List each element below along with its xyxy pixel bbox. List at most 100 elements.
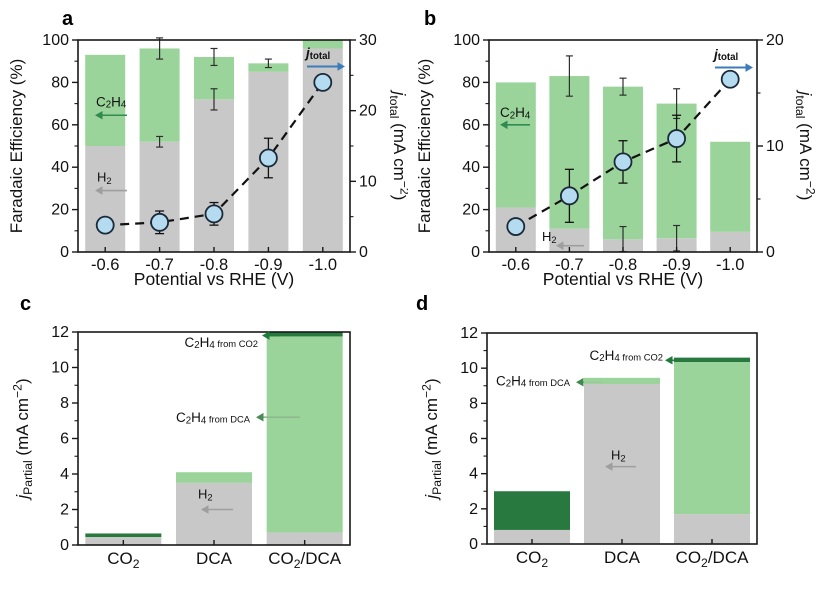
annotations: C2H4 H2 jtotal — [95, 45, 345, 195]
panel-d: d 0 2 4 6 8 10 12 jPartial (mA cm−2) CO2 DCA CO2/D… — [408, 290, 816, 597]
y-tick-label: 20 — [462, 201, 480, 218]
bar-segment — [266, 332, 343, 337]
bar-segment — [266, 336, 343, 533]
x-tick-label: DCA — [196, 549, 233, 568]
y-tick-label: 2 — [469, 500, 478, 517]
arrowhead-icon — [262, 331, 270, 340]
annotation-arrow — [95, 186, 127, 195]
panel-a-chart: 0 20 40 60 80 100 Faradaic Efficiency (%) 0 10 20… — [7, 32, 408, 290]
y-tick-label: 6 — [60, 430, 69, 447]
bar-segment — [302, 40, 343, 49]
y-axis-title-right: jtotal (mA cm−2) — [387, 90, 408, 201]
y-tick-label: 80 — [51, 74, 69, 91]
bar-segment — [139, 48, 180, 142]
arrowhead-icon — [95, 186, 103, 195]
jtotal-series — [506, 69, 740, 236]
bar-segment — [85, 146, 126, 252]
panel-letter-c: c — [20, 293, 32, 315]
x-tick-label: -0.6 — [91, 256, 119, 274]
panel-d-chart: 0 2 4 6 8 10 12 jPartial (mA cm−2) CO2 DCA CO2/DCA… — [420, 325, 758, 570]
jtotal-marker — [667, 129, 687, 148]
x-tick-label: -1.0 — [716, 256, 744, 274]
arrowhead-icon — [576, 377, 584, 387]
y-tick-label: 100 — [42, 32, 69, 49]
panel-b-chart: 0 20 40 60 80 100 Faradaic Efficiency (%) 0 10 20… — [415, 32, 816, 290]
jtotal-marker — [204, 204, 224, 224]
jtotal-marker — [613, 152, 633, 172]
annotation-text: C2H4 — [96, 94, 127, 110]
annotation-arrow — [95, 110, 127, 120]
annotation-text: H2 — [198, 486, 213, 502]
y-tick-label: 0 — [60, 537, 69, 554]
x-tick-label: -0.7 — [145, 256, 173, 274]
arrowhead-icon — [605, 462, 613, 471]
x-tick-label: CO2 — [516, 548, 549, 570]
x-tick-label: -0.8 — [200, 256, 228, 274]
annotation-arrow — [256, 412, 300, 422]
annotation-arrow — [307, 62, 345, 71]
bar-segment — [194, 99, 234, 252]
y-tick-label: 4 — [60, 466, 69, 483]
annotation-text: H2 — [97, 169, 112, 185]
y-tick-label: 20 — [359, 102, 377, 119]
y-tick-label: 0 — [60, 244, 69, 261]
bars — [85, 332, 343, 545]
arrowhead-icon — [500, 120, 508, 130]
y-tick-label: 8 — [60, 395, 69, 412]
y-tick-label: 12 — [51, 324, 69, 341]
y-tick-label: 6 — [469, 430, 478, 447]
bar-segment — [494, 491, 570, 530]
bar-segment — [176, 482, 252, 545]
x-axis: CO2 DCA CO2/DCA — [516, 539, 749, 570]
x-tick-label: -0.7 — [555, 256, 583, 274]
panel-letter-b: b — [424, 8, 437, 30]
jtotal-marker — [559, 186, 579, 206]
y-tick-label: 10 — [359, 173, 377, 190]
jtotal-marker — [506, 217, 526, 236]
bar-segment — [85, 533, 162, 538]
panel-c-chart: 0 2 4 6 8 10 12 jPartial (mA cm−2) CO2 DCA CO2/DCA… — [11, 324, 351, 571]
panel-letter-d: d — [416, 293, 429, 315]
y-tick-label: 10 — [460, 360, 478, 377]
annotation-text: H2 — [611, 447, 626, 463]
y-axis-title-left: jPartial (mA cm−2) — [11, 378, 36, 500]
annotation-text: C2H4 from CO2 — [589, 347, 663, 363]
error-bar — [156, 37, 164, 60]
jtotal-marker — [720, 69, 740, 89]
y-tick-label: 10 — [766, 138, 784, 155]
y-tick-label: 0 — [359, 244, 368, 261]
bars — [85, 40, 343, 253]
y-tick-label: 12 — [460, 325, 478, 342]
x-tick-label: -0.9 — [662, 256, 690, 274]
jtotal-marker — [258, 148, 278, 168]
arrowhead-icon — [256, 412, 264, 422]
y-tick-label: 80 — [462, 74, 480, 91]
bar-segment — [710, 141, 751, 232]
y-tick-label: 60 — [51, 116, 69, 133]
error-bar — [210, 88, 218, 111]
annotation-text: C2H4 — [500, 105, 531, 121]
annotation-arrow — [201, 505, 233, 514]
error-bar — [210, 47, 218, 67]
y-tick-label: 30 — [359, 32, 377, 49]
annotation-arrow — [556, 241, 584, 250]
x-tick-label: -1.0 — [309, 256, 337, 274]
y-tick-label: 4 — [469, 465, 478, 482]
x-axis: -0.6 -0.7 -0.8 -0.9 -1.0 — [91, 247, 337, 274]
y-tick-label: 20 — [51, 201, 69, 218]
bars — [494, 357, 750, 544]
error-bar — [156, 135, 164, 148]
arrowhead-icon — [201, 505, 209, 514]
x-tick-label: CO2 — [107, 549, 140, 571]
error-bar — [565, 55, 573, 97]
arrowhead-icon — [337, 62, 345, 71]
arrowhead-icon — [665, 355, 673, 365]
bar-segment — [674, 362, 750, 515]
jtotal-marker — [150, 212, 170, 232]
annotation-arrow — [576, 377, 603, 387]
x-tick-label: -0.6 — [502, 256, 530, 274]
y-axis-left: 0 2 4 6 8 10 12 — [460, 325, 487, 553]
arrowhead-icon — [745, 63, 753, 72]
y-axis-title-left: Faradaic Efficiency (%) — [7, 59, 26, 233]
